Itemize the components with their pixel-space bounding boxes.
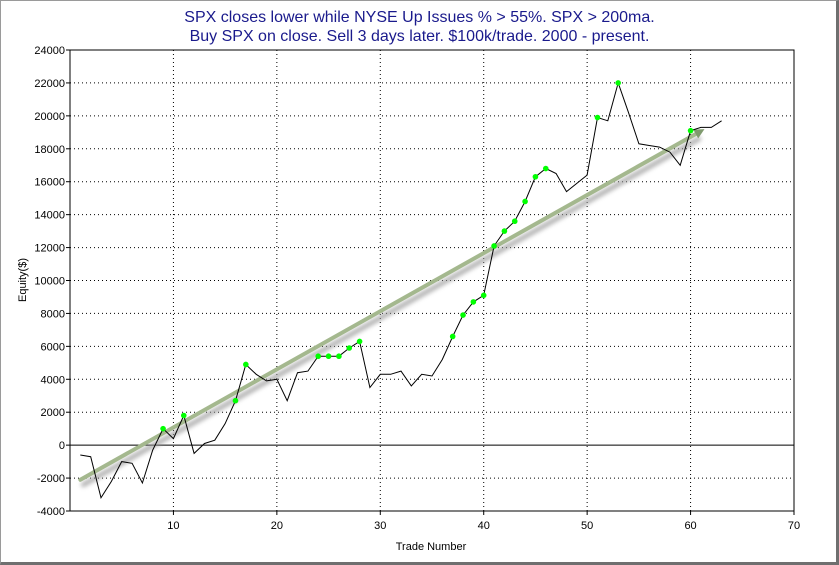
data-point: [160, 425, 166, 432]
data-point: [522, 198, 528, 205]
y-tick-label: 10000: [34, 276, 65, 288]
data-point: [346, 345, 353, 351]
x-tick-label: 60: [684, 520, 696, 532]
grid-lines: [70, 50, 794, 511]
y-tick-label: 0: [59, 440, 65, 452]
highlight-points: [160, 80, 694, 432]
data-point: [491, 243, 497, 249]
y-tick-label: -2000: [37, 473, 65, 485]
y-axis-label: Equity($): [17, 258, 29, 302]
data-point: [542, 165, 549, 172]
data-point: [449, 333, 456, 340]
trendline-arrowhead: [693, 129, 705, 139]
y-tick-label: 18000: [34, 144, 65, 156]
x-tick-label: 50: [581, 520, 593, 532]
data-point: [232, 397, 239, 404]
x-axis-label: Trade Number: [396, 541, 467, 553]
y-tick-label: 20000: [34, 111, 65, 123]
tick-labels: -4000 -2000 0 2000 4000 6000 8000 10000 12000 140…: [34, 45, 800, 532]
y-tick-label: -4000: [37, 506, 65, 518]
x-tick-label: 30: [374, 520, 386, 532]
data-point: [336, 353, 342, 360]
axes: [66, 49, 795, 515]
equity-line: [80, 81, 722, 500]
x-tick-label: 10: [167, 520, 179, 532]
y-tick-label: 12000: [34, 243, 65, 255]
chart-title-line-1: SPX closes lower while NYSE Up Issues % …: [184, 9, 655, 26]
plot-frame: [69, 49, 795, 512]
x-tick-label: 70: [788, 520, 800, 532]
data-point: [480, 292, 487, 299]
data-point: [501, 228, 508, 234]
data-point: [315, 353, 322, 360]
data-point: [243, 361, 249, 368]
x-tick-label: 40: [478, 520, 490, 532]
data-point: [594, 114, 601, 121]
y-tick-label: 4000: [41, 374, 65, 386]
chart-title-line-2: Buy SPX on close. Sell 3 days later. $10…: [189, 28, 650, 45]
data-point: [356, 338, 363, 345]
chart-title: SPX closes lower while NYSE Up Issues % …: [0, 8, 839, 46]
data-point: [180, 412, 187, 419]
data-point: [325, 353, 332, 360]
trendline-shadow: [80, 136, 702, 488]
data-point: [687, 127, 694, 134]
trendline-line: [78, 131, 698, 482]
data-point: [460, 312, 466, 318]
y-tick-label: 2000: [41, 407, 65, 419]
y-tick-label: 24000: [34, 45, 65, 57]
y-tick-label: 16000: [34, 177, 65, 189]
data-point: [470, 299, 477, 305]
y-tick-label: 6000: [41, 341, 65, 353]
y-tick-label: 14000: [34, 210, 65, 222]
x-tick-label: 20: [271, 520, 283, 532]
trendline: [78, 129, 705, 488]
y-tick-label: 8000: [41, 308, 65, 320]
data-point: [532, 173, 539, 180]
data-point: [615, 80, 621, 86]
equity-line-path: [80, 81, 722, 500]
data-point: [511, 218, 518, 225]
y-tick-label: 22000: [34, 78, 65, 90]
